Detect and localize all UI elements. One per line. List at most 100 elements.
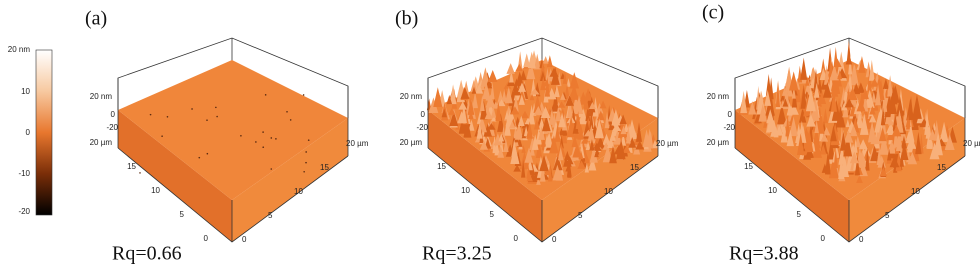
surface-spike [497,99,506,107]
surface-spike [853,138,858,153]
surface-spike [552,164,563,181]
surface-spike [907,151,918,165]
surface-spike [758,103,768,122]
surface-spike [569,82,579,100]
surface-spike [467,97,475,115]
surface-spike [536,177,541,185]
left-axis-label: 20 µm [707,138,730,147]
surface-spike [844,81,852,92]
surface-spike [517,115,525,127]
surface-spike [599,100,607,109]
surface-spike [748,101,757,115]
surface-spike [843,130,854,143]
surface-spike [487,123,496,130]
surface-spike [566,156,572,177]
surface-spike [858,56,866,73]
surface-spike [782,118,791,127]
surface-spike [844,98,854,108]
surface-spike [577,124,584,140]
surface-spike [875,76,883,92]
surface-spike [594,118,604,139]
surface-spot [302,94,305,96]
surface-spike [533,94,542,113]
surface-spike [520,70,527,81]
right-axis-label: 20 µm [346,139,369,148]
surface-spike [824,65,829,85]
surface-spike [616,139,626,160]
surface-spike [531,134,539,150]
surface-spike [472,91,478,109]
surface-spike [912,94,922,119]
surface-spike [768,77,774,100]
surface-spike [482,81,491,100]
surface-spike [517,82,527,92]
surface-spike [789,116,798,137]
surface-spike [766,109,775,124]
surface-spike [800,125,807,143]
left-axis-label: 10 [151,186,160,195]
surface-spike [849,151,859,164]
surface-spot [206,119,208,121]
surface-spike [468,110,474,119]
right-axis-label: 20 µm [963,139,980,148]
surface-spot [215,106,217,109]
surface-spike [515,63,524,72]
surface-spike [526,121,533,139]
surface-spike [433,87,443,107]
surface-spike [870,78,879,87]
surface-spot [240,134,242,137]
surface-spike [828,53,833,77]
z-axis-label: 0 [421,110,426,119]
surface-spike [775,124,783,136]
left-axis-label: 0 [204,234,209,243]
surface-spike [777,104,787,125]
surface-spot [161,135,163,137]
surface-spike [571,133,578,148]
surface-spike [635,140,645,150]
surface-spike [529,88,540,95]
surface-spike [535,139,543,158]
surface-spike [841,102,848,111]
surface-spike [813,82,820,98]
surface-spike [869,106,876,115]
surface-spike [526,173,533,182]
surface-spike [534,53,541,70]
surface-spot [303,170,305,173]
surface-spike [780,123,788,143]
surface-spike [861,86,869,100]
surface-spike [566,77,571,87]
right-axis-label: 20 µm [656,139,679,148]
surface-spike [775,82,781,107]
surface-spike [479,140,489,150]
surface-spike [623,123,630,133]
surface-spike [800,57,808,80]
surface-spike [488,69,498,83]
surface-spike [449,84,457,105]
surface-spike [887,125,895,136]
surface-spike [501,89,507,102]
surface-spike [560,92,566,100]
surface-spike [602,133,611,146]
surface-spike [550,68,560,85]
surface-spike [627,119,637,138]
surface-spot [305,161,307,164]
surface-spike [483,123,492,137]
surface-spike [856,99,866,112]
surface-spike [470,80,478,92]
right-axis-label: 10 [604,187,613,196]
surface-spike [830,86,837,112]
surface-spike [557,101,566,108]
surface-spike [947,132,952,148]
surface-spike [565,95,574,106]
surface-spike [572,119,579,134]
surface-spike [852,83,861,95]
surface-spike [495,101,502,121]
surface-spike [575,111,581,130]
surface-spike [800,84,807,109]
surface-spike [539,155,549,172]
surface-spike [799,107,807,123]
surface-spike [895,109,904,133]
surface-spike [845,54,853,65]
z-axis-label: 20 nm [90,92,113,101]
surface-spike [542,115,551,132]
